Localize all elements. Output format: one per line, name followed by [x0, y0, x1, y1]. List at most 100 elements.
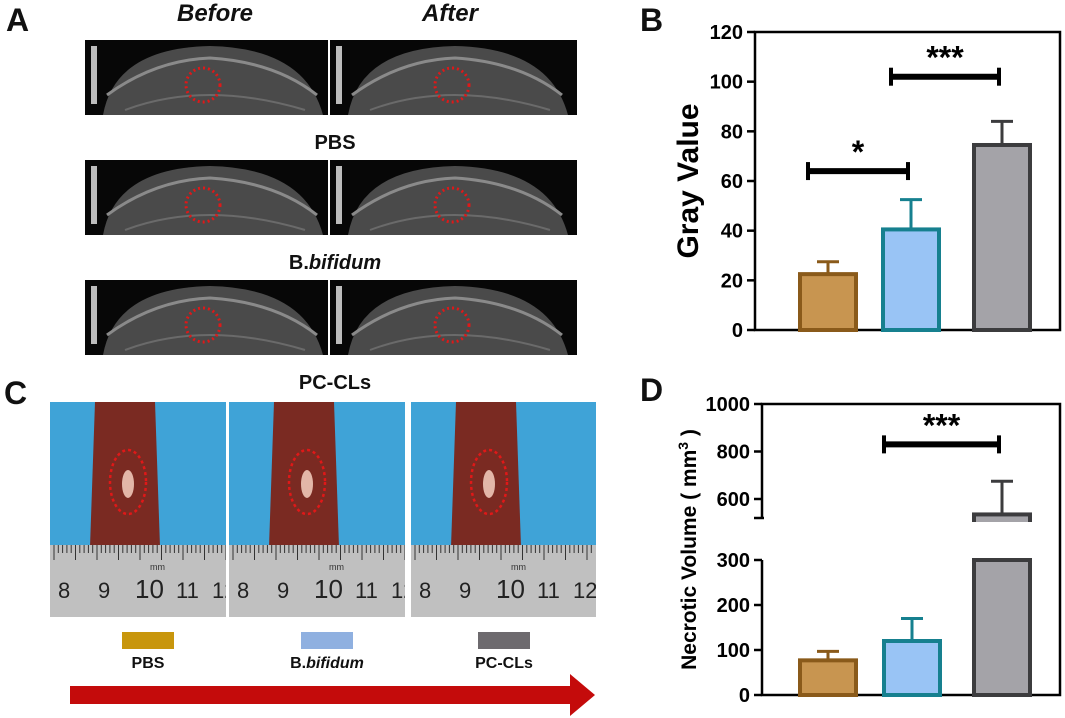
liver-photo-svg: mm 8 9 10 11 12: [411, 402, 596, 617]
axis-break-gap: [970, 522, 1034, 558]
ruler-unit: mm: [329, 562, 344, 572]
ruler-number: 9: [459, 578, 471, 603]
lesion: [483, 470, 495, 498]
ultrasound-svg: [91, 286, 323, 355]
gray-scale-bar: [91, 166, 97, 224]
legend-swatch: [478, 632, 530, 649]
y-tick-label: 100: [710, 72, 743, 94]
ultrasound-svg: [91, 166, 323, 235]
y-tick-label: 120: [710, 22, 743, 44]
panel-c-label: C: [4, 375, 28, 411]
tissue-echo: [124, 334, 306, 351]
legend-swatch: [122, 632, 174, 649]
ultrasound-image: [85, 280, 328, 355]
y-tick-label: 60: [721, 171, 743, 193]
y-label-superscript: 3: [675, 442, 691, 450]
lesion-circle: [469, 448, 509, 516]
row-label-pc-cls: PC-CLs: [298, 372, 372, 394]
y-label-text: Necrotic Volume ( mm: [678, 450, 701, 670]
liver-photo-svg: mm 8 9 10 11 12: [50, 402, 226, 617]
y-tick-label: 1000: [706, 394, 751, 416]
target-circle: [433, 186, 471, 224]
lesion: [122, 470, 134, 498]
bar: [972, 142, 1032, 332]
target-circle: [433, 66, 471, 104]
y-tick-label: 600: [717, 489, 750, 511]
tissue-echo: [106, 296, 318, 337]
after-header: After: [421, 0, 478, 27]
legend-label-text: B.: [290, 655, 307, 672]
tissue-region: [348, 286, 568, 355]
tissue-echo: [369, 214, 551, 231]
metal-ruler: [229, 545, 405, 617]
panel-a-label: A: [6, 2, 30, 38]
gray-scale-bar: [336, 286, 342, 344]
y-axis-label: Gray Value: [672, 103, 705, 258]
tissue-region: [103, 46, 323, 115]
y-tick-label: 100: [717, 640, 750, 662]
gray-scale-bar: [336, 46, 342, 104]
ruler-unit: mm: [150, 562, 165, 572]
ruler-number: 8: [419, 578, 431, 603]
lesion-circle: [287, 448, 327, 516]
ultrasound-image: [85, 40, 328, 115]
tissue-region: [103, 286, 323, 355]
y-tick-label: 40: [721, 221, 743, 243]
ruler-number: 12: [212, 578, 226, 603]
gray-scale-bar: [91, 46, 97, 104]
ruler-number: 9: [277, 578, 289, 603]
y-tick-label: 300: [717, 550, 750, 572]
liver-photo-svg: mm 8 9 10 11 12: [229, 402, 405, 617]
arrow-head: [570, 674, 595, 716]
y-tick-label: 20: [721, 270, 743, 292]
ultrasound-image: [330, 40, 577, 115]
legend-label-text: PC-CLs: [475, 655, 533, 672]
y-tick-label: 0: [739, 685, 750, 707]
tissue-echo: [124, 214, 306, 231]
legend-label-italic: bifidum: [306, 655, 364, 672]
ruler-number: 8: [237, 578, 249, 603]
ruler-number: 10: [496, 574, 525, 604]
ultrasound-svg: [336, 166, 568, 235]
ruler-number: 8: [58, 578, 70, 603]
ultrasound-svg: [336, 286, 568, 355]
panel-d-label: D: [640, 372, 664, 408]
target-circle: [184, 66, 222, 104]
significance-label: *: [852, 134, 865, 170]
ruler-number: 12: [573, 578, 596, 603]
target-circle: [184, 186, 222, 224]
legend-label: B.bifidum: [267, 655, 387, 673]
row-label-bifidum-prefix: B.: [288, 252, 309, 274]
tissue-echo: [124, 94, 306, 111]
row-label-pbs: PBS: [314, 132, 356, 154]
y-axis-label: Necrotic Volume ( mm3 ): [675, 429, 701, 670]
tissue-echo: [369, 94, 551, 111]
ultrasound-image: [85, 160, 328, 235]
ruler-number: 10: [314, 574, 343, 604]
significance-label: ***: [926, 40, 964, 76]
row-label-bifidum-italic: bifidum: [308, 252, 382, 274]
bar: [798, 272, 858, 332]
lesion: [301, 470, 313, 498]
tissue-echo: [106, 176, 318, 217]
metal-ruler: [50, 545, 226, 617]
ultrasound-svg: [336, 46, 568, 115]
arrow-body: [70, 686, 570, 704]
y-label-text: ): [678, 429, 701, 442]
ruler-number: 12: [391, 578, 405, 603]
target-circle: [184, 306, 222, 344]
ruler-number: 11: [355, 578, 378, 603]
tissue-echo: [106, 56, 318, 97]
y-tick-label: 800: [717, 442, 750, 464]
tissue-region: [348, 46, 568, 115]
ultrasound-image: [330, 280, 577, 355]
bar-lower: [972, 558, 1032, 697]
panel-b-label: B: [640, 2, 664, 38]
ruler-number: 9: [98, 578, 110, 603]
tissue-echo: [351, 56, 563, 97]
liver-photo: mm 8 9 10 11 12: [411, 402, 596, 617]
tissue-echo: [351, 176, 563, 217]
y-tick-label: 80: [721, 121, 743, 143]
lesion-circle: [108, 448, 148, 516]
